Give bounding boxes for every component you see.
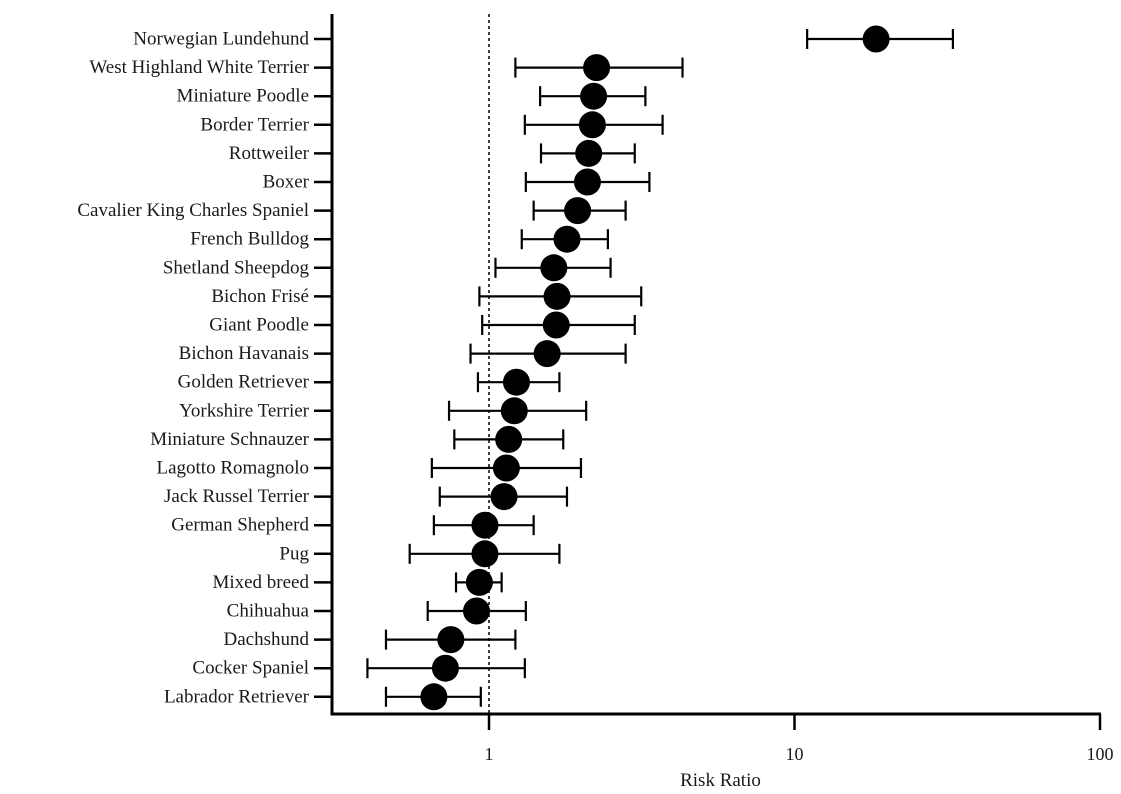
forest-row: Cocker Spaniel	[192, 654, 526, 682]
forest-row: Dachshund	[224, 626, 517, 654]
breed-label: Bichon Havanais	[179, 343, 309, 364]
point-estimate	[573, 168, 601, 196]
forest-row: Rottweiler	[229, 139, 636, 167]
forest-row: Norwegian Lundehund	[133, 25, 955, 53]
forest-row: Border Terrier	[200, 111, 664, 139]
point-estimate	[495, 425, 523, 453]
breed-label: French Bulldog	[190, 229, 309, 250]
point-estimate	[543, 282, 571, 310]
forest-row: Boxer	[263, 168, 651, 196]
point-estimate	[431, 654, 459, 682]
forest-row: Giant Poodle	[209, 311, 636, 339]
point-estimate	[462, 597, 490, 625]
forest-row: Miniature Schnauzer	[150, 425, 565, 453]
forest-row: Lagotto Romagnolo	[156, 454, 583, 482]
breed-label: Lagotto Romagnolo	[156, 458, 309, 479]
forest-row: Yorkshire Terrier	[179, 397, 588, 425]
breed-label: Rottweiler	[229, 143, 310, 164]
breed-label: Giant Poodle	[209, 315, 309, 336]
forest-row: Pug	[279, 540, 561, 568]
point-estimate	[533, 340, 561, 368]
point-estimate	[492, 454, 520, 482]
forest-row: Chihuahua	[227, 597, 527, 625]
breed-label: German Shepherd	[171, 515, 309, 536]
point-estimate	[542, 311, 570, 339]
breed-label: Pug	[279, 543, 309, 564]
breed-label: Jack Russel Terrier	[164, 486, 310, 507]
breed-label: Mixed breed	[212, 572, 309, 593]
breed-label: Labrador Retriever	[164, 686, 310, 707]
point-estimate	[490, 483, 518, 511]
point-estimate	[437, 626, 465, 654]
point-estimate	[540, 254, 568, 282]
breed-label: Shetland Sheepdog	[163, 257, 310, 278]
forest-row: French Bulldog	[190, 225, 609, 253]
forest-row: Mixed breed	[212, 568, 503, 596]
point-estimate	[583, 54, 611, 82]
point-estimate	[578, 111, 606, 139]
forest-row: Miniature Poodle	[177, 82, 647, 110]
breed-label: Bichon Frisé	[211, 286, 309, 307]
point-estimate	[564, 197, 592, 225]
forest-row: Cavalier King Charles Spaniel	[77, 197, 627, 225]
forest-row: Labrador Retriever	[164, 683, 482, 711]
breed-label: Cocker Spaniel	[192, 658, 309, 679]
point-estimate	[471, 540, 499, 568]
x-tick-label: 100	[1087, 744, 1114, 764]
breed-label: Norwegian Lundehund	[133, 29, 309, 50]
forest-row: Bichon Havanais	[179, 340, 627, 368]
x-tick-label: 1	[485, 744, 494, 764]
breed-label: Yorkshire Terrier	[179, 400, 310, 421]
point-estimate	[862, 25, 890, 53]
breed-label: Golden Retriever	[178, 372, 310, 393]
x-tick-label: 10	[786, 744, 804, 764]
forest-row: Shetland Sheepdog	[163, 254, 612, 282]
point-estimate	[575, 139, 603, 167]
x-axis-title: Risk Ratio	[680, 770, 761, 791]
breed-label: Miniature Poodle	[177, 86, 309, 107]
forest-row: Bichon Frisé	[211, 282, 643, 310]
point-estimate	[465, 568, 493, 596]
point-estimate	[471, 511, 499, 539]
breed-label: Chihuahua	[227, 601, 310, 622]
breed-label: West Highland White Terrier	[89, 57, 309, 78]
breed-label: Miniature Schnauzer	[150, 429, 309, 450]
x-axis-ticks: 1 10 100	[485, 714, 1114, 764]
forest-row: Jack Russel Terrier	[164, 483, 569, 511]
breed-label: Dachshund	[224, 629, 310, 650]
point-estimate	[420, 683, 448, 711]
point-estimate	[580, 82, 608, 110]
breed-label: Boxer	[263, 172, 310, 193]
point-estimate	[502, 368, 530, 396]
forest-row: Golden Retriever	[178, 368, 561, 396]
forest-row: West Highland White Terrier	[89, 54, 684, 82]
forest-row: German Shepherd	[171, 511, 535, 539]
point-estimate	[500, 397, 528, 425]
plot-rows: Norwegian Lundehund West Highland White T…	[77, 25, 955, 711]
breed-label: Cavalier King Charles Spaniel	[77, 200, 309, 221]
breed-label: Border Terrier	[200, 114, 309, 135]
point-estimate	[553, 225, 581, 253]
